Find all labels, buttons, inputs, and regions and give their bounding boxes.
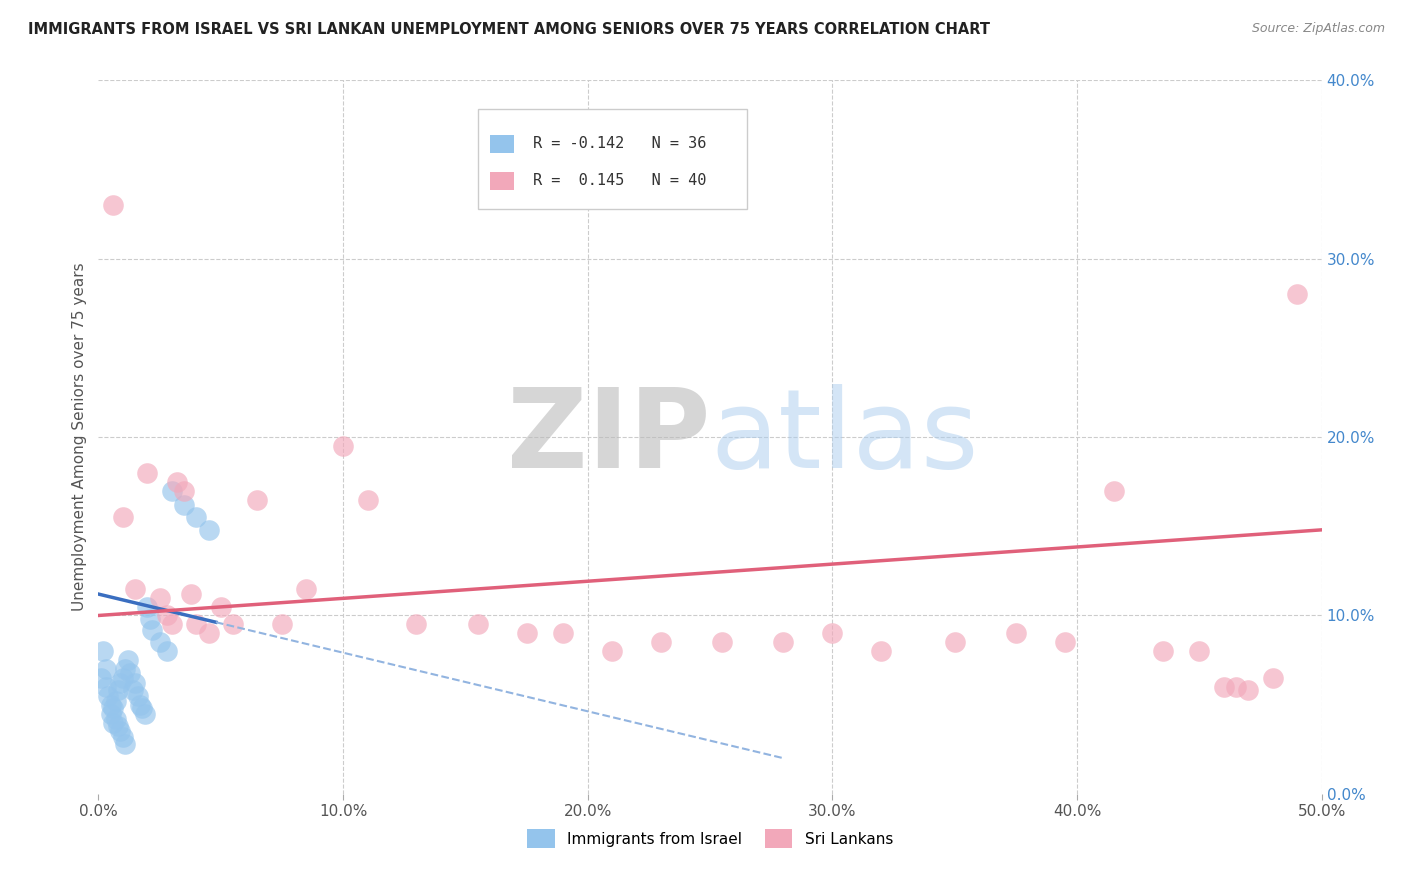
Point: [124, 676, 146, 690]
Point: [870, 644, 893, 658]
Point: [270, 617, 294, 632]
Text: R =  0.145   N = 40: R = 0.145 N = 40: [533, 173, 706, 188]
Point: [180, 587, 202, 601]
Point: [173, 498, 195, 512]
Bar: [489, 135, 515, 153]
Point: [134, 706, 156, 721]
Point: [405, 617, 427, 632]
Point: [100, 706, 122, 721]
Point: [124, 582, 146, 596]
Point: [1188, 644, 1211, 658]
Point: [121, 683, 143, 698]
Point: [156, 608, 179, 623]
Point: [160, 483, 183, 498]
Point: [107, 719, 129, 733]
Point: [141, 623, 163, 637]
Point: [101, 198, 124, 212]
Point: [111, 730, 134, 744]
Point: [136, 466, 159, 480]
Legend: Immigrants from Israel, Sri Lankans: Immigrants from Israel, Sri Lankans: [522, 823, 898, 854]
Point: [104, 694, 127, 708]
Point: [467, 617, 489, 632]
Point: [149, 635, 172, 649]
Point: [1004, 626, 1026, 640]
Text: ZIP: ZIP: [506, 384, 710, 491]
Point: [197, 523, 219, 537]
Point: [553, 626, 575, 640]
Point: [1286, 287, 1309, 301]
Point: [356, 492, 378, 507]
Point: [332, 439, 354, 453]
Point: [166, 475, 188, 489]
Point: [1212, 680, 1234, 694]
Text: Source: ZipAtlas.com: Source: ZipAtlas.com: [1251, 22, 1385, 36]
Point: [222, 617, 245, 632]
Point: [131, 701, 153, 715]
Point: [110, 724, 132, 739]
Point: [149, 591, 172, 605]
Point: [90, 671, 112, 685]
Point: [94, 662, 117, 676]
Point: [101, 715, 124, 730]
Point: [97, 689, 120, 703]
Point: [129, 698, 152, 712]
Point: [650, 635, 672, 649]
Point: [515, 626, 537, 640]
Point: [1237, 683, 1260, 698]
Point: [186, 617, 208, 632]
Point: [104, 712, 127, 726]
Y-axis label: Unemployment Among Seniors over 75 years: Unemployment Among Seniors over 75 years: [72, 263, 87, 611]
Bar: [478, 109, 747, 209]
Point: [246, 492, 269, 507]
Point: [186, 510, 208, 524]
Point: [600, 644, 623, 658]
Point: [1053, 635, 1076, 649]
Point: [111, 510, 134, 524]
Point: [295, 582, 318, 596]
Point: [110, 676, 132, 690]
Point: [772, 635, 794, 649]
Point: [100, 698, 122, 712]
Point: [120, 665, 142, 680]
Point: [94, 680, 117, 694]
Point: [1152, 644, 1174, 658]
Point: [1261, 671, 1284, 685]
Point: [139, 612, 162, 626]
Point: [160, 617, 183, 632]
Point: [1102, 483, 1125, 498]
Point: [943, 635, 966, 649]
Bar: [489, 172, 515, 190]
Point: [821, 626, 844, 640]
Point: [209, 599, 232, 614]
Point: [136, 599, 159, 614]
Text: IMMIGRANTS FROM ISRAEL VS SRI LANKAN UNEMPLOYMENT AMONG SENIORS OVER 75 YEARS CO: IMMIGRANTS FROM ISRAEL VS SRI LANKAN UNE…: [28, 22, 990, 37]
Point: [107, 683, 129, 698]
Point: [197, 626, 219, 640]
Point: [101, 701, 124, 715]
Point: [156, 644, 179, 658]
Text: atlas: atlas: [710, 384, 979, 491]
Point: [111, 671, 134, 685]
Point: [114, 662, 136, 676]
Text: R = -0.142   N = 36: R = -0.142 N = 36: [533, 136, 706, 152]
Point: [127, 689, 149, 703]
Point: [711, 635, 734, 649]
Point: [114, 737, 136, 751]
Point: [91, 644, 114, 658]
Point: [173, 483, 195, 498]
Point: [1225, 680, 1247, 694]
Point: [117, 653, 139, 667]
